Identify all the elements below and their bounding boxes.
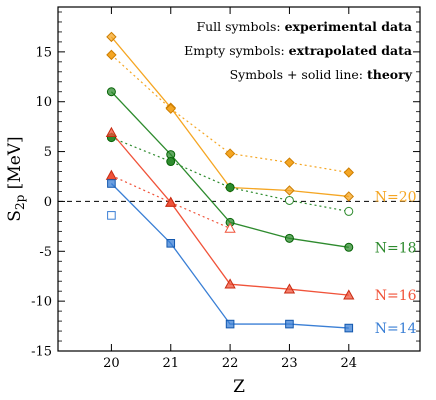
x-tick-label: 22	[222, 356, 239, 371]
experimental-point-n20	[284, 157, 295, 168]
experimental-point-n16	[165, 196, 177, 207]
theory-point-n14	[107, 179, 116, 188]
theory-point-n18	[284, 233, 294, 243]
theory-point-n14	[225, 319, 235, 329]
theory-point-n16	[105, 126, 118, 137]
annotation-prefix: Full symbols:	[196, 19, 284, 34]
annotation-bold: extrapolated data	[289, 43, 412, 58]
experimental-point-n20	[224, 148, 236, 159]
series-label-n18: N=18	[375, 240, 417, 256]
series-label-n14: N=14	[375, 321, 417, 337]
y-tick-label: 15	[35, 45, 52, 60]
y-tick-label: 5	[44, 145, 52, 160]
y-tick-label: -10	[31, 295, 52, 310]
theory-point-n18	[344, 242, 354, 252]
series-label-n16: N=16	[375, 288, 417, 304]
experimental-point-n18	[225, 182, 235, 192]
theory-point-n14	[344, 323, 354, 333]
labels-layer: Z S2p [MeV] Full symbols: experimental dat…	[5, 19, 417, 397]
y-tick-label: 0	[44, 195, 52, 210]
experimental-point-n20	[343, 167, 354, 178]
theory-point-n20	[106, 31, 117, 43]
x-tick-label: 20	[103, 356, 120, 371]
theory-line-n20	[110, 36, 349, 198]
theory-point-n16	[343, 289, 355, 300]
theory-point-n16	[283, 283, 296, 294]
annotation-bold: experimental data	[285, 19, 412, 34]
extrapolated-point-n16	[224, 222, 236, 233]
plot-frame	[57, 6, 421, 352]
annotation-line: Symbols + solid line: theory	[230, 67, 413, 82]
annotation-line: Empty symbols: extrapolated data	[184, 43, 412, 58]
y-axis-label: S2p [MeV]	[5, 136, 27, 221]
theory-point-n20	[284, 185, 295, 196]
x-axis-label: Z	[233, 377, 245, 397]
y-axis-label-subscript: 2p	[13, 194, 27, 210]
theory-point-n14	[285, 319, 294, 329]
extrapolated-point-n18	[344, 206, 354, 216]
experimental-point-n20	[165, 103, 176, 114]
extrapolated-point-n14	[107, 211, 116, 220]
y-tick-label: -15	[31, 345, 52, 360]
annotation-bold: theory	[367, 67, 413, 82]
experimental-point-n20	[106, 49, 117, 61]
x-tick-label: 24	[341, 356, 358, 371]
annotation-line: Full symbols: experimental data	[196, 19, 412, 34]
x-tick-label: 23	[281, 356, 298, 371]
theory-point-n16	[224, 278, 236, 289]
theory-line-n14	[110, 183, 349, 329]
annotation-prefix: Empty symbols:	[184, 43, 289, 58]
experimental-point-n18	[166, 157, 176, 167]
theory-point-n18	[106, 87, 116, 97]
extrapolated-point-n18	[284, 195, 294, 205]
y-axis-label-unit: [MeV]	[5, 136, 25, 194]
axis-layer: 20 21 22 23 24 -15 -10 -5 0 5 10 15	[31, 7, 420, 371]
y-tick-label: 10	[35, 95, 52, 110]
x-tick-label: 21	[162, 356, 179, 371]
y-axis-label-main: S	[5, 210, 25, 222]
experimental-point-n16	[105, 169, 118, 180]
theory-point-n20	[343, 191, 354, 202]
y-tick-label: -5	[39, 245, 52, 260]
series-markers-layer	[105, 31, 355, 333]
theory-point-n14	[166, 239, 176, 248]
series-label-n20: N=20	[375, 189, 417, 205]
annotation-prefix: Symbols + solid line:	[230, 67, 367, 82]
